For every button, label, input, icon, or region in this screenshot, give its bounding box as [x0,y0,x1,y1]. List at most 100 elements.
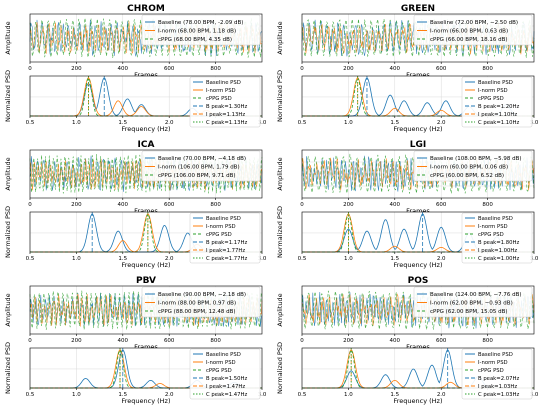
psd-axes-frame [301,347,535,389]
time-x-axis-label: Frames [406,343,430,351]
legend-entry: C peak=1.03Hz [478,392,520,398]
time-x-axis-label: Frames [134,71,158,79]
legend-entry: cPPG PSD [478,232,504,238]
time-x-tick-label: 0 [300,338,304,344]
psd-x-axis-label: Frequency (Hz) [121,261,170,269]
psd-x-tick-label: 0.5 [298,120,307,126]
legend-entry: cPPG PSD [478,368,504,374]
time-y-axis-label: Amplitude [276,157,284,190]
legend-entry: B peak=2.07Hz [478,376,519,382]
psd-axes-frame [301,75,535,117]
psd-x-tick-label: 2.0 [437,392,446,398]
psd-x-tick-label: 3.0 [530,120,539,126]
panel-ica: ICA 0 200 400 600 800 Frames Amplitude Baseline … [4,140,267,269]
time-x-tick-label: 600 [164,66,175,72]
time-x-tick-label: 400 [118,66,129,72]
panel-title: ICA [138,140,155,150]
psd-x-tick-label: 1.5 [118,120,127,126]
legend-entry: I-norm (62.00 BPM, −0.93 dB) [430,301,513,307]
time-x-tick-label: 200 [343,202,354,208]
legend-entry: Baseline PSD [206,352,241,358]
legend-entry: I peak=1.03Hz [478,384,517,390]
legend-entry: I-norm (88.00 BPM, 0.97 dB) [158,301,236,307]
psd-x-tick-label: 0.5 [298,256,307,262]
legend-entry: Baseline PSD [478,216,513,222]
time-x-tick-label: 0 [28,66,32,72]
legend-entry: I peak=1.00Hz [478,248,517,254]
legend-entry: B peak=1.30Hz [206,104,247,110]
time-x-tick-label: 400 [118,338,129,344]
time-y-axis-label: Amplitude [4,293,12,326]
time-x-tick-label: 800 [482,66,493,72]
psd-x-tick-label: 1.0 [72,392,81,398]
legend-entry: C peak=1.47Hz [206,392,248,398]
psd-axes-frame [301,211,535,253]
time-axes-frame [301,149,535,199]
legend-entry: Baseline PSD [206,216,241,222]
psd-x-axis-label: Frequency (Hz) [393,125,442,133]
legend-entry: I peak=1.13Hz [206,112,245,118]
psd-x-tick-label: 0.5 [26,120,35,126]
panel-title: CHROM [127,4,165,14]
time-x-tick-label: 800 [210,202,221,208]
psd-x-tick-label: 3.0 [530,256,539,262]
psd-axes-frame [29,75,263,117]
psd-x-axis-label: Frequency (Hz) [121,397,170,405]
legend-entry: B peak=1.80Hz [478,240,519,246]
time-x-tick-label: 200 [343,338,354,344]
time-axes-frame [29,13,263,63]
legend-entry: cPPG PSD [206,96,232,102]
panel-pbv: PBV 0 200 400 600 800 Frames Amplitude Baseline … [4,276,267,405]
psd-y-axis-label: Normalized PSD [4,70,12,122]
panel-title: PBV [136,276,156,286]
legend-entry: I-norm PSD [478,224,508,230]
time-x-tick-label: 400 [390,202,401,208]
panel-title: GREEN [401,4,435,14]
psd-x-tick-label: 2.0 [165,392,174,398]
time-x-axis-label: Frames [406,71,430,79]
panel-title: POS [408,276,429,286]
psd-y-axis-label: Normalized PSD [276,206,284,258]
legend-entry: C peak=1.00Hz [478,256,520,262]
legend-entry: I-norm PSD [206,88,236,94]
psd-x-axis-label: Frequency (Hz) [393,261,442,269]
psd-legend [461,76,533,128]
psd-x-tick-label: 1.5 [390,256,399,262]
legend-entry: Baseline PSD [478,352,513,358]
time-x-tick-label: 600 [164,338,175,344]
time-x-tick-label: 600 [436,66,447,72]
psd-legend [189,348,261,400]
legend-entry: cPPG PSD [206,368,232,374]
time-legend [413,150,533,182]
legend-entry: cPPG PSD [478,96,504,102]
panel-chrom: CHROM 0 200 400 600 800 Frames Amplitude Baselin… [4,4,267,133]
legend-entry: C peak=1.10Hz [478,120,520,126]
legend-entry: I peak=1.77Hz [206,248,245,254]
legend-entry: Baseline (70.00 BPM, −4.18 dB) [158,156,246,162]
time-series-line [301,18,535,58]
time-y-axis-label: Amplitude [4,157,12,190]
time-y-axis-label: Amplitude [4,21,12,54]
psd-x-axis-label: Frequency (Hz) [393,397,442,405]
time-legend [413,286,533,318]
time-x-tick-label: 0 [300,202,304,208]
legend-entry: Baseline PSD [206,80,241,86]
time-axes-frame [301,285,535,335]
legend-entry: cPPG PSD [206,232,232,238]
legend-entry: I-norm PSD [478,360,508,366]
legend-entry: C peak=1.13Hz [206,120,248,126]
psd-legend [189,212,261,264]
legend-entry: Baseline (90.00 BPM, −2.18 dB) [158,292,246,298]
psd-x-tick-label: 1.0 [344,120,353,126]
time-x-tick-label: 800 [210,66,221,72]
time-y-axis-label: Amplitude [276,21,284,54]
psd-x-tick-label: 0.5 [26,256,35,262]
legend-entry: cPPG (62.00 BPM, 15.05 dB) [430,309,508,315]
time-x-tick-label: 800 [210,338,221,344]
psd-x-tick-label: 2.0 [437,120,446,126]
legend-entry: I-norm (106.00 BPM, 1.79 dB) [158,165,240,171]
time-x-axis-label: Frames [134,207,158,215]
time-x-tick-label: 0 [28,202,32,208]
time-x-tick-label: 800 [482,202,493,208]
psd-x-tick-label: 1.0 [72,256,81,262]
